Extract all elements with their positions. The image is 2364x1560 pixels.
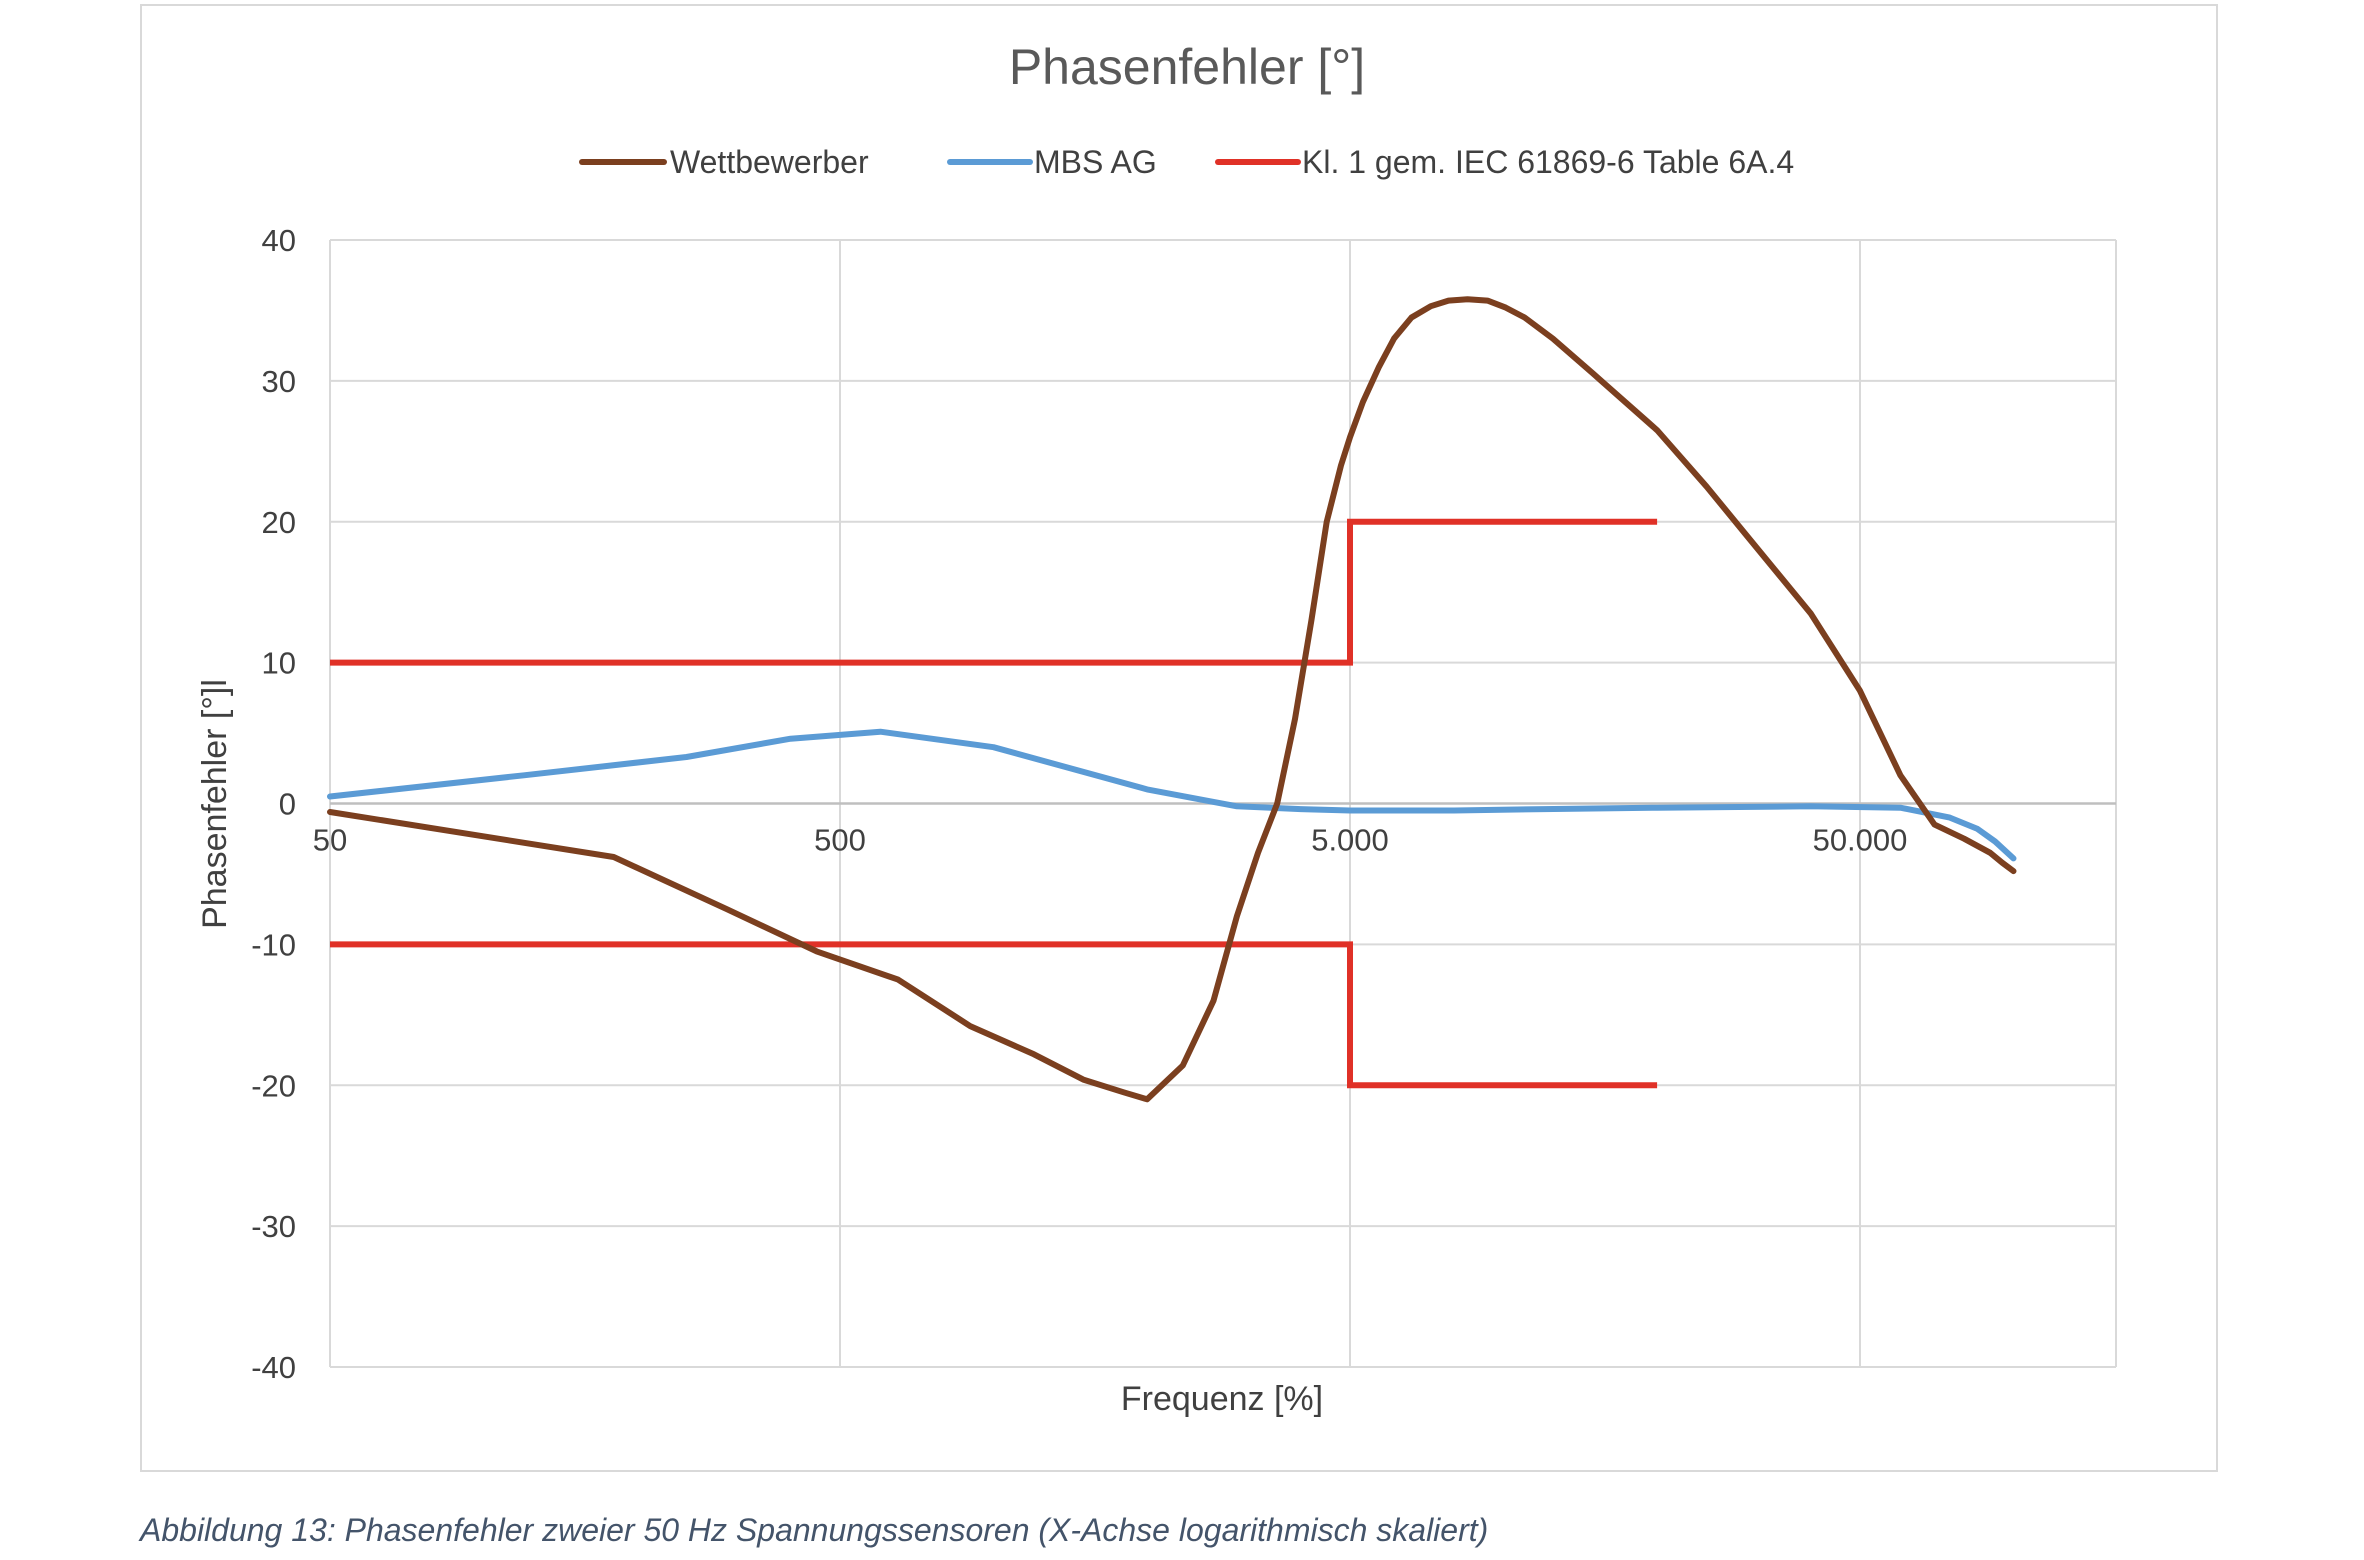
x-tick-label: 500 — [814, 823, 866, 858]
x-tick-label: 50.000 — [1813, 823, 1908, 858]
figure-caption: Abbildung 13: Phasenfehler zweier 50 Hz … — [140, 1512, 1489, 1548]
y-tick-label: -40 — [251, 1350, 296, 1385]
tick-labels: 40 30 20 10 0 -10 -20 -30 -40 50 500 5.000 50.000 — [251, 223, 1907, 1385]
iec-lower-limit-line — [330, 941, 1658, 1089]
legend-label-wettbewerber: Wettbewerber — [670, 144, 869, 180]
series-line-wettbewerber — [327, 296, 2017, 1103]
y-tick-label: 40 — [262, 223, 296, 258]
y-tick-label: 20 — [262, 505, 296, 540]
legend-label-mbs-ag: MBS AG — [1034, 144, 1157, 180]
y-tick-label: -10 — [251, 927, 296, 962]
legend: Wettbewerber MBS AG Kl. 1 gem. IEC 61869… — [579, 144, 1794, 180]
y-axis-title: Phasenfehler [°]l — [196, 679, 234, 929]
x-tick-label: 5.000 — [1311, 823, 1389, 858]
y-tick-label: 30 — [262, 364, 296, 399]
y-tick-label: 10 — [262, 646, 296, 681]
y-tick-label: -30 — [251, 1209, 296, 1244]
legend-label-iec-limit: Kl. 1 gem. IEC 61869-6 Table 6A.4 — [1302, 144, 1794, 180]
iec-upper-limit-line — [330, 518, 1658, 666]
x-tick-label: 50 — [313, 823, 347, 858]
chart-frame — [140, 4, 2218, 1472]
chart-title: Phasenfehler [°] — [1009, 39, 1365, 95]
series-line-mbs-ag — [327, 728, 2017, 862]
y-tick-label: -20 — [251, 1068, 296, 1103]
y-tick-label: 0 — [279, 787, 296, 822]
series-lines — [327, 296, 2017, 1103]
x-axis-title: Frequenz [%] — [1121, 1380, 1323, 1418]
